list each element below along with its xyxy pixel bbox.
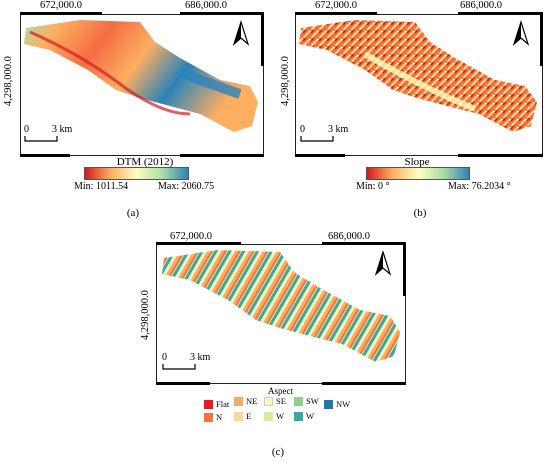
frame-tick [20, 12, 102, 15]
scale-zero: 0 [24, 124, 29, 135]
legend-swatch-se [264, 397, 273, 406]
north-arrow-icon [232, 20, 250, 46]
legend-label-e: E [246, 411, 252, 421]
legend-label-w2: W [306, 411, 315, 421]
frame-tick [180, 154, 264, 157]
x-tick-686000: 686,000.0 [328, 231, 370, 242]
frame-tick [540, 14, 543, 66]
legend-max: Max: 76.2034 ° [448, 181, 511, 192]
scale-bar [24, 136, 58, 142]
frame-tick [261, 14, 264, 66]
scale-zero: 0 [162, 352, 167, 363]
x-tick-686000: 686,000.0 [460, 0, 502, 11]
legend-label-se: SE [276, 396, 286, 406]
frame-tick [295, 154, 345, 157]
scale-label: 3 km [190, 352, 211, 363]
north-arrow-icon [512, 20, 530, 46]
legend-min: Min: 0 ° [356, 181, 390, 192]
legend-swatch-n [204, 413, 213, 422]
dtm-color-ramp [84, 167, 189, 180]
x-tick-672000: 672,000.0 [315, 0, 357, 11]
frame-tick [156, 242, 241, 245]
legend-min: Min: 1011.54 [74, 181, 129, 192]
frame-tick [322, 242, 406, 245]
legend-title: Aspect [268, 386, 293, 396]
slope-color-ramp [366, 167, 470, 180]
legend-title: DTM (2012) [116, 156, 174, 168]
map-frame [156, 244, 406, 384]
legend-label-sw: SW [306, 396, 319, 406]
legend-swatch-sw [294, 397, 303, 406]
scale-label: 3 km [328, 124, 349, 135]
x-tick-686000: 686,000.0 [185, 0, 227, 11]
y-tick-4298000: 4,298,000.0 [3, 56, 14, 106]
x-tick-672000: 672,000.0 [40, 0, 82, 11]
map-frame [295, 14, 543, 156]
x-tick-672000: 672,000.0 [170, 231, 212, 242]
scale-label: 3 km [52, 124, 73, 135]
y-tick-4298000: 4,298,000.0 [280, 56, 291, 106]
caption-a: (a) [126, 207, 140, 219]
frame-tick [295, 12, 377, 15]
legend-swatch-w1 [264, 412, 273, 421]
scale-bar [300, 136, 334, 142]
frame-tick [458, 154, 543, 157]
legend-swatch-w2 [294, 412, 303, 421]
legend-swatch-ne [234, 397, 243, 406]
frame-tick [180, 12, 264, 15]
caption-b: (b) [413, 207, 427, 219]
legend-label-w1: W [276, 411, 285, 421]
legend-label-flat: Flat [216, 399, 230, 409]
legend-label-nw: NW [336, 399, 351, 409]
map-frame [20, 14, 264, 156]
y-tick-4298000: 4,298,000.0 [140, 290, 151, 340]
north-arrow-icon [374, 250, 392, 276]
legend-swatch-nw [324, 400, 333, 409]
dtm-map [24, 20, 258, 132]
scale-zero: 0 [300, 124, 305, 135]
legend-swatch-e [234, 412, 243, 421]
legend-title: Slope [404, 156, 430, 168]
slope-map [299, 20, 537, 132]
scale-bar [162, 364, 196, 370]
frame-tick [322, 382, 406, 385]
legend-max: Max: 2060.75 [158, 181, 215, 192]
legend-label-n: N [216, 412, 223, 422]
frame-tick [403, 244, 406, 296]
caption-c: (c) [271, 446, 285, 458]
aspect-map [162, 250, 400, 362]
frame-tick [458, 12, 543, 15]
legend-swatch-flat [204, 400, 213, 409]
legend-label-ne: NE [246, 396, 258, 406]
frame-tick [20, 154, 70, 157]
frame-tick [156, 382, 210, 385]
